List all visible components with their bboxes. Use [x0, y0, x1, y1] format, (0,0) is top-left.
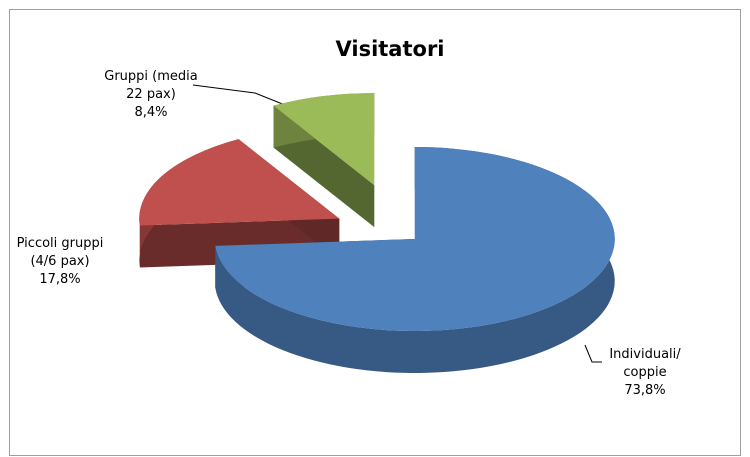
value-label: 17,8% [39, 272, 81, 287]
category-label: Gruppi (media 22 pax) [104, 69, 198, 102]
chart-border [9, 9, 741, 456]
pie-slice [139, 139, 340, 268]
data-label: Piccoli gruppi (4/6 pax) 17,8% [4, 235, 116, 289]
slice-top [139, 139, 340, 226]
chart-title: Visitatori [335, 37, 444, 61]
category-label: Piccoli gruppi (4/6 pax) [16, 236, 104, 269]
slice-top [273, 93, 375, 186]
value-label: 73,8% [624, 383, 666, 398]
category-label: Individuali/ coppie [609, 347, 681, 380]
data-label: Gruppi (media 22 pax) 8,4% [95, 68, 207, 122]
pie-slice [215, 147, 615, 374]
pie-slice [273, 93, 375, 228]
value-label: 8,4% [134, 105, 168, 120]
data-label: Individuali/ coppie 73,8% [600, 346, 690, 400]
leader-line [584, 344, 602, 363]
slice-top [215, 147, 615, 332]
